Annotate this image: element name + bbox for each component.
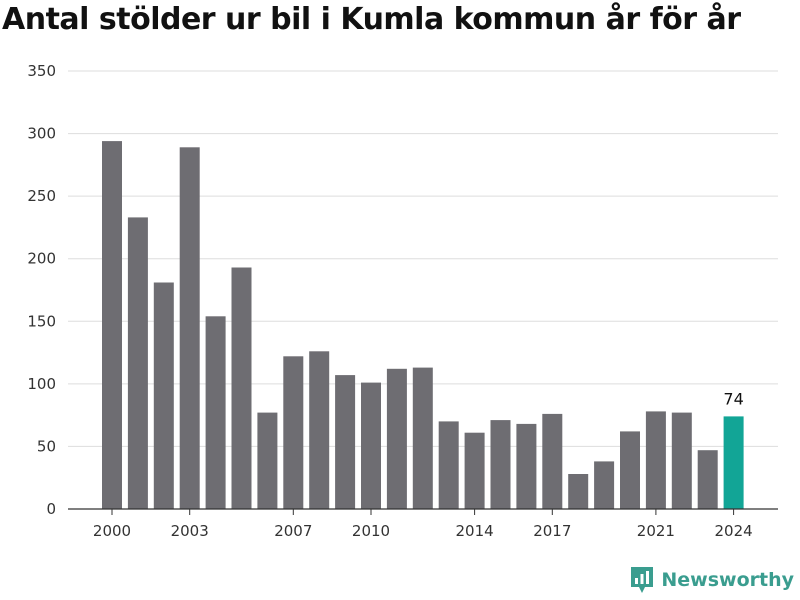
y-axis-ticks: 0 50 100 150 200 250 300 350 <box>27 62 56 518</box>
brand-logo: Newsworthy <box>629 565 794 595</box>
bar-2018 <box>568 474 589 509</box>
x-tick-label: 2003 <box>171 522 209 540</box>
bars <box>102 141 744 510</box>
chart-title: Antal stölder ur bil i Kumla kommun år f… <box>2 2 741 37</box>
x-tick-label: 2024 <box>715 522 753 540</box>
bar-2010 <box>361 382 381 509</box>
bar-2009 <box>335 375 356 509</box>
data-labels: 74 <box>723 389 743 408</box>
bar-2020 <box>620 431 640 509</box>
data-label: 74 <box>723 389 743 408</box>
bar-2024 <box>723 416 744 509</box>
x-tick-label: 2007 <box>274 522 312 540</box>
x-tick-label: 2021 <box>637 522 675 540</box>
y-tick-label: 250 <box>27 187 56 205</box>
bar-2007 <box>283 356 304 509</box>
bar-2019 <box>594 461 615 509</box>
bar-2014 <box>464 432 485 509</box>
bar-2003 <box>179 147 200 510</box>
bar-2001 <box>127 217 148 509</box>
bar-2022 <box>671 412 692 509</box>
newsworthy-logo-icon <box>631 567 654 593</box>
bar-2013 <box>438 421 459 509</box>
y-tick-label: 50 <box>37 437 56 455</box>
y-tick-label: 150 <box>27 312 56 330</box>
bar-2023 <box>697 450 718 509</box>
bar-2011 <box>386 368 407 509</box>
bar-2015 <box>490 420 511 509</box>
bar-2000 <box>102 141 122 509</box>
brand-name: Newsworthy <box>661 569 794 591</box>
bar-2008 <box>309 351 330 509</box>
x-tick-label: 2000 <box>93 522 131 540</box>
x-tick-label: 2014 <box>456 522 494 540</box>
y-tick-label: 350 <box>27 62 56 80</box>
bar-2005 <box>231 267 252 509</box>
y-tick-label: 300 <box>27 125 56 143</box>
y-tick-label: 200 <box>27 250 56 268</box>
x-tick-label: 2017 <box>533 522 571 540</box>
bar-2004 <box>205 316 226 509</box>
bar-2021 <box>645 411 666 509</box>
y-tick-label: 0 <box>46 500 56 518</box>
bar-2002 <box>153 282 174 509</box>
y-tick-label: 100 <box>27 375 56 393</box>
bar-2017 <box>542 413 563 509</box>
x-axis: 2000 2003 2007 2010 2014 2017 2021 2024 <box>68 508 778 540</box>
bar-2006 <box>257 412 278 509</box>
bar-2012 <box>412 367 433 509</box>
bar-2016 <box>516 423 537 509</box>
x-tick-label: 2010 <box>352 522 390 540</box>
